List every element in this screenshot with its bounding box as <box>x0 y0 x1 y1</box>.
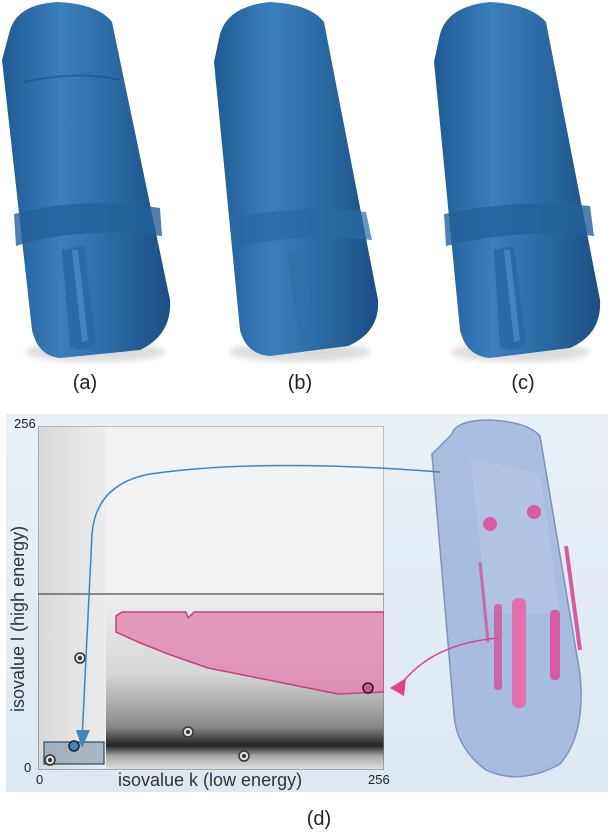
metal-components <box>478 505 582 708</box>
caption-a: (a) <box>72 372 98 394</box>
caption-c: (c) <box>511 372 535 394</box>
x-tick-min: 0 <box>36 772 44 787</box>
caption-b: (b) <box>287 372 313 394</box>
metal-arrow <box>399 637 499 687</box>
material-arrow <box>81 464 441 741</box>
x-axis-label: isovalue k (low energy) <box>118 770 303 790</box>
volume-render <box>76 419 582 778</box>
rendering-b <box>214 2 379 362</box>
marker-metal[interactable] <box>362 682 374 694</box>
rendering-row <box>2 2 601 362</box>
caption-d: (d) <box>306 808 332 830</box>
marker-1[interactable] <box>74 652 86 664</box>
marker-3[interactable] <box>238 750 250 762</box>
x-tick-max: 256 <box>368 772 390 787</box>
rendering-c <box>434 2 601 362</box>
metal-selection-region[interactable] <box>115 611 384 695</box>
marker-4[interactable] <box>44 754 56 766</box>
marker-material[interactable] <box>68 740 80 752</box>
y-tick-max: 256 <box>14 416 36 431</box>
rendering-a <box>2 2 171 362</box>
marker-2[interactable] <box>182 726 194 738</box>
isovalue-histogram <box>38 426 384 770</box>
y-tick-min: 0 <box>24 760 32 775</box>
